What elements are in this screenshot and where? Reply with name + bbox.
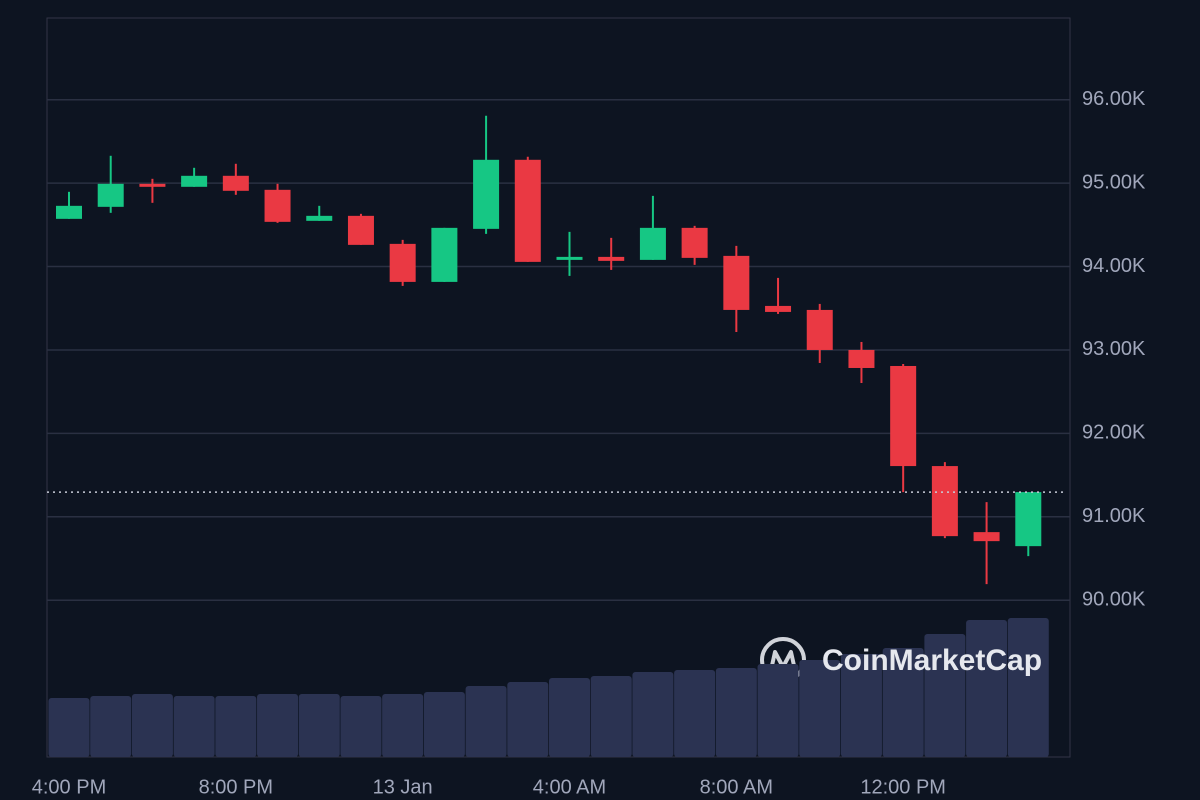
candle-body — [723, 255, 750, 310]
volume-bar — [382, 694, 424, 757]
candle-body — [222, 175, 249, 191]
volume-bar — [90, 696, 132, 757]
y-tick-label: 91.00K — [1082, 505, 1146, 527]
y-tick-label: 96.00K — [1082, 88, 1146, 110]
volume-bar — [799, 660, 841, 757]
x-tick-label: 8:00 AM — [700, 776, 773, 798]
volume-bar — [298, 694, 340, 757]
volume-bar — [549, 678, 590, 757]
volume-bar — [507, 682, 549, 757]
candle-body — [181, 175, 208, 187]
volume-bar — [924, 634, 966, 757]
candle-body — [431, 227, 458, 282]
candle-body — [389, 243, 416, 282]
candle-body — [556, 256, 583, 260]
volume-bar — [340, 696, 382, 757]
candle-body — [139, 183, 166, 187]
candle-body — [806, 309, 833, 350]
candle-body — [264, 189, 291, 222]
y-tick-label: 95.00K — [1082, 171, 1146, 193]
volume-bar — [715, 668, 757, 757]
volume-bar — [757, 664, 799, 757]
x-tick-label: 12:00 PM — [860, 776, 946, 798]
volume-bar — [966, 620, 1008, 757]
volume-bar — [257, 694, 299, 757]
volume-bar — [215, 696, 257, 757]
x-tick-label: 13 Jan — [373, 776, 433, 798]
y-tick-label: 94.00K — [1082, 255, 1146, 277]
candle-body — [56, 205, 82, 219]
volume-bar — [882, 648, 924, 757]
volume-bar — [1007, 618, 1049, 757]
candle-body — [639, 227, 666, 260]
volume-bar — [674, 670, 716, 757]
candle-body — [1015, 492, 1042, 547]
volume-bar — [590, 676, 632, 757]
watermark: CoinMarketCap — [822, 644, 1042, 677]
x-tick-label: 8:00 PM — [199, 776, 273, 798]
volume-bar — [131, 694, 173, 757]
volume-bar — [632, 672, 674, 757]
volume-bar — [173, 696, 215, 757]
candle-body — [598, 256, 625, 261]
candle-body — [473, 159, 500, 229]
candle-body — [765, 305, 792, 312]
candle-body — [97, 183, 124, 207]
candle-body — [973, 532, 1000, 542]
volume-bar — [423, 692, 465, 757]
volume-bar — [840, 654, 882, 757]
volume-bar — [465, 686, 507, 757]
candle-body — [514, 159, 541, 262]
candle-body — [681, 227, 708, 258]
y-tick-label: 90.00K — [1082, 588, 1146, 610]
x-tick-label: 4:00 PM — [32, 776, 106, 798]
candle-body — [890, 365, 917, 467]
candle-body — [848, 349, 875, 368]
candle-body — [306, 215, 333, 221]
x-tick-label: 4:00 AM — [533, 776, 606, 798]
y-tick-label: 92.00K — [1082, 422, 1146, 444]
candle-body — [347, 215, 374, 245]
volume-bar — [48, 698, 90, 757]
candle-body — [931, 466, 958, 537]
y-tick-label: 93.00K — [1082, 338, 1146, 360]
